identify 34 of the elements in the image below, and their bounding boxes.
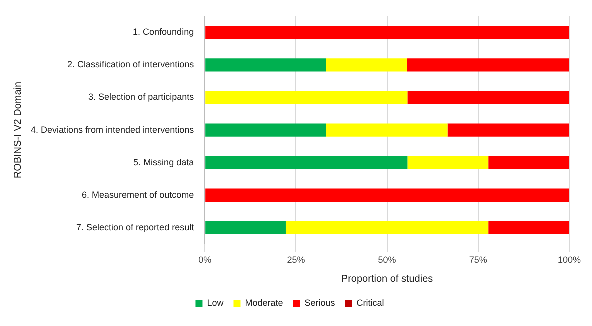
bar: [326, 124, 448, 137]
y-tick-label: 6. Measurement of outcome: [82, 190, 194, 200]
bar: [206, 221, 286, 235]
y-axis-title: ROBINS-I V2 Domain: [12, 82, 24, 179]
bar: [286, 221, 489, 235]
bar: [206, 188, 570, 202]
y-tick-label: 3. Selection of participants: [88, 92, 195, 102]
bar: [206, 124, 326, 137]
x-axis-title: Proportion of studies: [341, 274, 434, 285]
legend-label: Critical: [356, 298, 384, 308]
bar: [326, 58, 408, 72]
bar: [488, 156, 570, 170]
bar: [408, 91, 570, 104]
x-tick-label: 75%: [469, 255, 488, 266]
y-tick-label: 4. Deviations from intended interventions: [30, 124, 195, 135]
x-tick-label: 0%: [198, 255, 212, 266]
x-tick-label: 25%: [287, 255, 306, 266]
y-tick-label: 5. Missing data: [134, 157, 194, 168]
legend-label: Serious: [304, 298, 336, 308]
x-tick-label: 50%: [378, 255, 396, 266]
bar: [448, 124, 570, 137]
y-tick-label: 2. Classification of interventions: [68, 60, 195, 70]
y-tick-label: 1. Confounding: [133, 27, 194, 38]
bar: [206, 91, 408, 104]
bar: [407, 58, 570, 72]
legend-label: Moderate: [245, 298, 284, 308]
bar: [206, 156, 408, 170]
x-tick-label: 100%: [558, 255, 582, 266]
legend-label: Low: [207, 298, 224, 308]
bar: [488, 221, 570, 235]
y-tick-label: 7. Selection of reported result: [76, 222, 195, 232]
bar: [206, 26, 570, 40]
bar: [206, 58, 326, 72]
bar: [408, 156, 489, 170]
